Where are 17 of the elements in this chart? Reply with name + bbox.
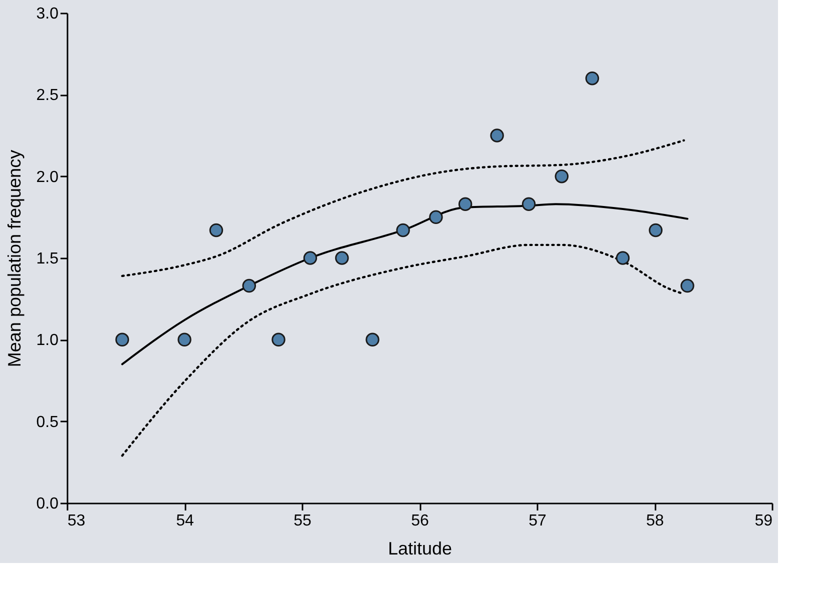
x-tick-label: 56 [411, 512, 429, 530]
y-axis-title: Mean population frequency [4, 150, 24, 368]
y-tick-label: 1.5 [36, 250, 59, 268]
x-tick-label: 58 [646, 512, 664, 530]
x-tick-label: 53 [68, 512, 86, 530]
y-tick-label: 3.0 [36, 6, 59, 22]
y-tick-label: 2.5 [36, 87, 59, 104]
y-tick-label: 0.5 [36, 414, 59, 431]
y-tick-label: 0.0 [36, 496, 59, 512]
x-tick-label: 57 [528, 512, 546, 530]
x-axis-title: Latitude [388, 538, 452, 558]
x-tick-label: 59 [754, 512, 773, 530]
y-tick-label: 1.0 [36, 332, 59, 350]
line-series [121, 139, 685, 278]
y-tick-label: 2.0 [36, 168, 59, 186]
x-tick-label: 55 [294, 512, 312, 530]
x-tick-label: 54 [176, 512, 194, 530]
